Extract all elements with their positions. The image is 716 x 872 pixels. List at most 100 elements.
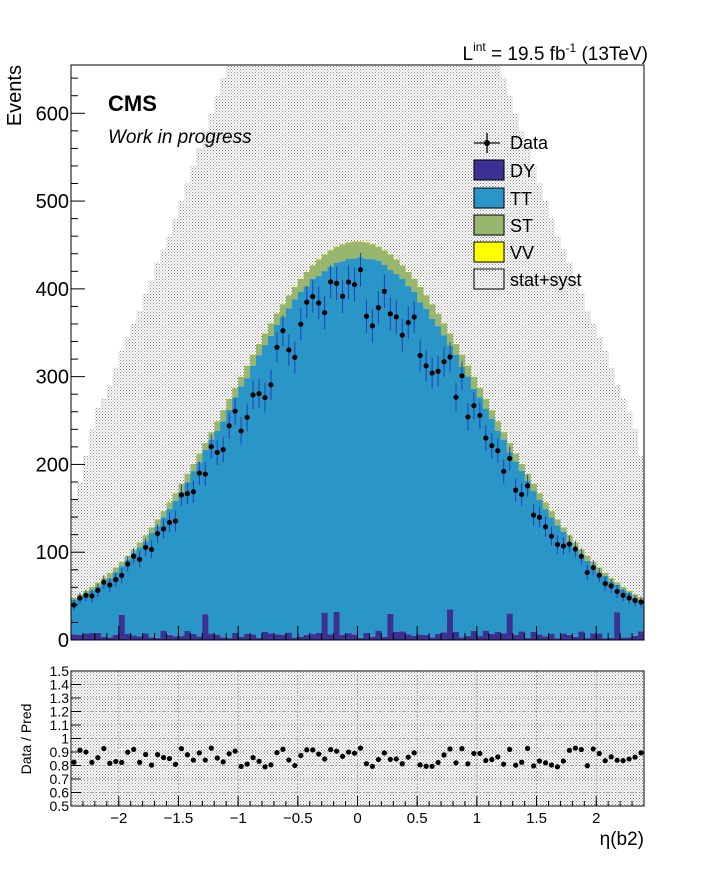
ratio-point: [399, 761, 405, 767]
legend-label-band: stat+syst: [510, 270, 582, 290]
bar-dy: [626, 637, 633, 640]
band-bin: [548, 218, 555, 640]
bar-tt: [262, 344, 269, 632]
bar-tt: [190, 471, 197, 634]
ratio-point: [119, 759, 125, 766]
data-point: [345, 265, 352, 299]
bar-dy: [136, 636, 143, 640]
ratio-y-tick-label: 1: [61, 731, 69, 747]
bar-st: [423, 295, 430, 309]
ratio-point: [363, 761, 370, 767]
bar-st: [464, 365, 472, 377]
bar-tt: [345, 258, 352, 634]
bar-dy: [154, 637, 161, 640]
band-bin: [142, 293, 149, 640]
data-point: [405, 306, 411, 339]
ratio-point: [435, 759, 441, 766]
band-bin: [76, 481, 84, 640]
bar-st: [500, 432, 508, 440]
ratio-point: [471, 750, 477, 757]
bar-tt: [106, 578, 114, 638]
ratio-point: [268, 762, 274, 768]
bar-st: [470, 376, 478, 389]
y-tick-label: 600: [36, 103, 69, 125]
data-point: [459, 361, 465, 391]
x-tick-label: 1: [473, 810, 481, 827]
data-point: [566, 535, 572, 553]
data-point: [614, 585, 620, 598]
bar-tt: [458, 366, 466, 638]
data-point: [119, 567, 125, 583]
bar-tt: [291, 299, 299, 638]
data-point: [399, 318, 405, 352]
band-bin: [458, 65, 466, 640]
main-plot: 0 100 200 300 400 500 600 Events CMS Work in p…: [4, 64, 645, 652]
bar-dy: [387, 613, 394, 640]
data-point: [107, 578, 113, 592]
ratio-y-tick-label: 0.9: [50, 744, 70, 760]
bar-st: [614, 582, 621, 585]
band-bin: [476, 65, 484, 640]
bar-tt: [620, 589, 627, 638]
bar-tt: [124, 559, 131, 634]
bar-st: [548, 511, 555, 518]
bar-dy: [309, 634, 317, 640]
bar-st: [184, 473, 191, 483]
band-bin: [608, 367, 615, 640]
bar-tt: [232, 397, 239, 634]
data-point: [148, 540, 155, 559]
bar-dy: [632, 635, 639, 640]
ratio-point: [519, 759, 525, 765]
bar-tt: [279, 317, 287, 635]
band-bin: [112, 367, 120, 640]
data-point: [262, 382, 268, 413]
data-point: [495, 438, 501, 464]
bar-tt: [100, 583, 108, 637]
bar-tt: [256, 355, 263, 638]
y-axis-title: Events: [4, 65, 26, 126]
band-bin: [190, 165, 197, 640]
data-point: [101, 575, 107, 589]
bar-st: [291, 286, 299, 300]
ratio-point: [95, 755, 101, 761]
ratio-point: [89, 759, 95, 766]
y-tick-label: 400: [36, 279, 69, 301]
bar-dy: [554, 638, 561, 640]
bar-dy: [94, 632, 102, 640]
bar-st: [273, 313, 281, 326]
bar-dy: [453, 631, 460, 640]
data-point: [381, 274, 387, 309]
bar-dy: [458, 637, 466, 640]
ratio-point: [83, 749, 89, 755]
data-point: [89, 589, 95, 603]
ratio-point: [405, 754, 411, 760]
bar-tt: [363, 258, 370, 634]
band-bin: [238, 65, 245, 640]
data-point: [184, 482, 190, 505]
data-point: [137, 551, 143, 568]
ratio-point: [220, 759, 226, 765]
bar-st: [584, 555, 591, 561]
ratio-point: [560, 758, 567, 764]
y-tick-label: 500: [36, 191, 69, 213]
bar-dy: [602, 638, 609, 640]
y-tick-label: 300: [36, 367, 69, 389]
legend-swatch-dy: [473, 159, 505, 181]
bar-tt: [524, 480, 531, 638]
bar-dy: [638, 631, 644, 640]
data-point: [202, 462, 208, 486]
data-point: [525, 474, 531, 497]
data-point: [429, 357, 435, 389]
bar-dy: [542, 636, 549, 640]
bar-st: [536, 493, 543, 501]
ratio-point: [166, 755, 173, 762]
data-point: [328, 265, 334, 299]
ratio-point: [429, 763, 435, 769]
bar-dy: [435, 634, 442, 640]
x-tick-label: −2: [110, 810, 127, 827]
data-point: [530, 504, 537, 526]
bar-dy: [405, 634, 412, 640]
ratio-point: [262, 764, 268, 770]
bar-st: [435, 313, 442, 327]
ratio-point: [304, 747, 310, 753]
